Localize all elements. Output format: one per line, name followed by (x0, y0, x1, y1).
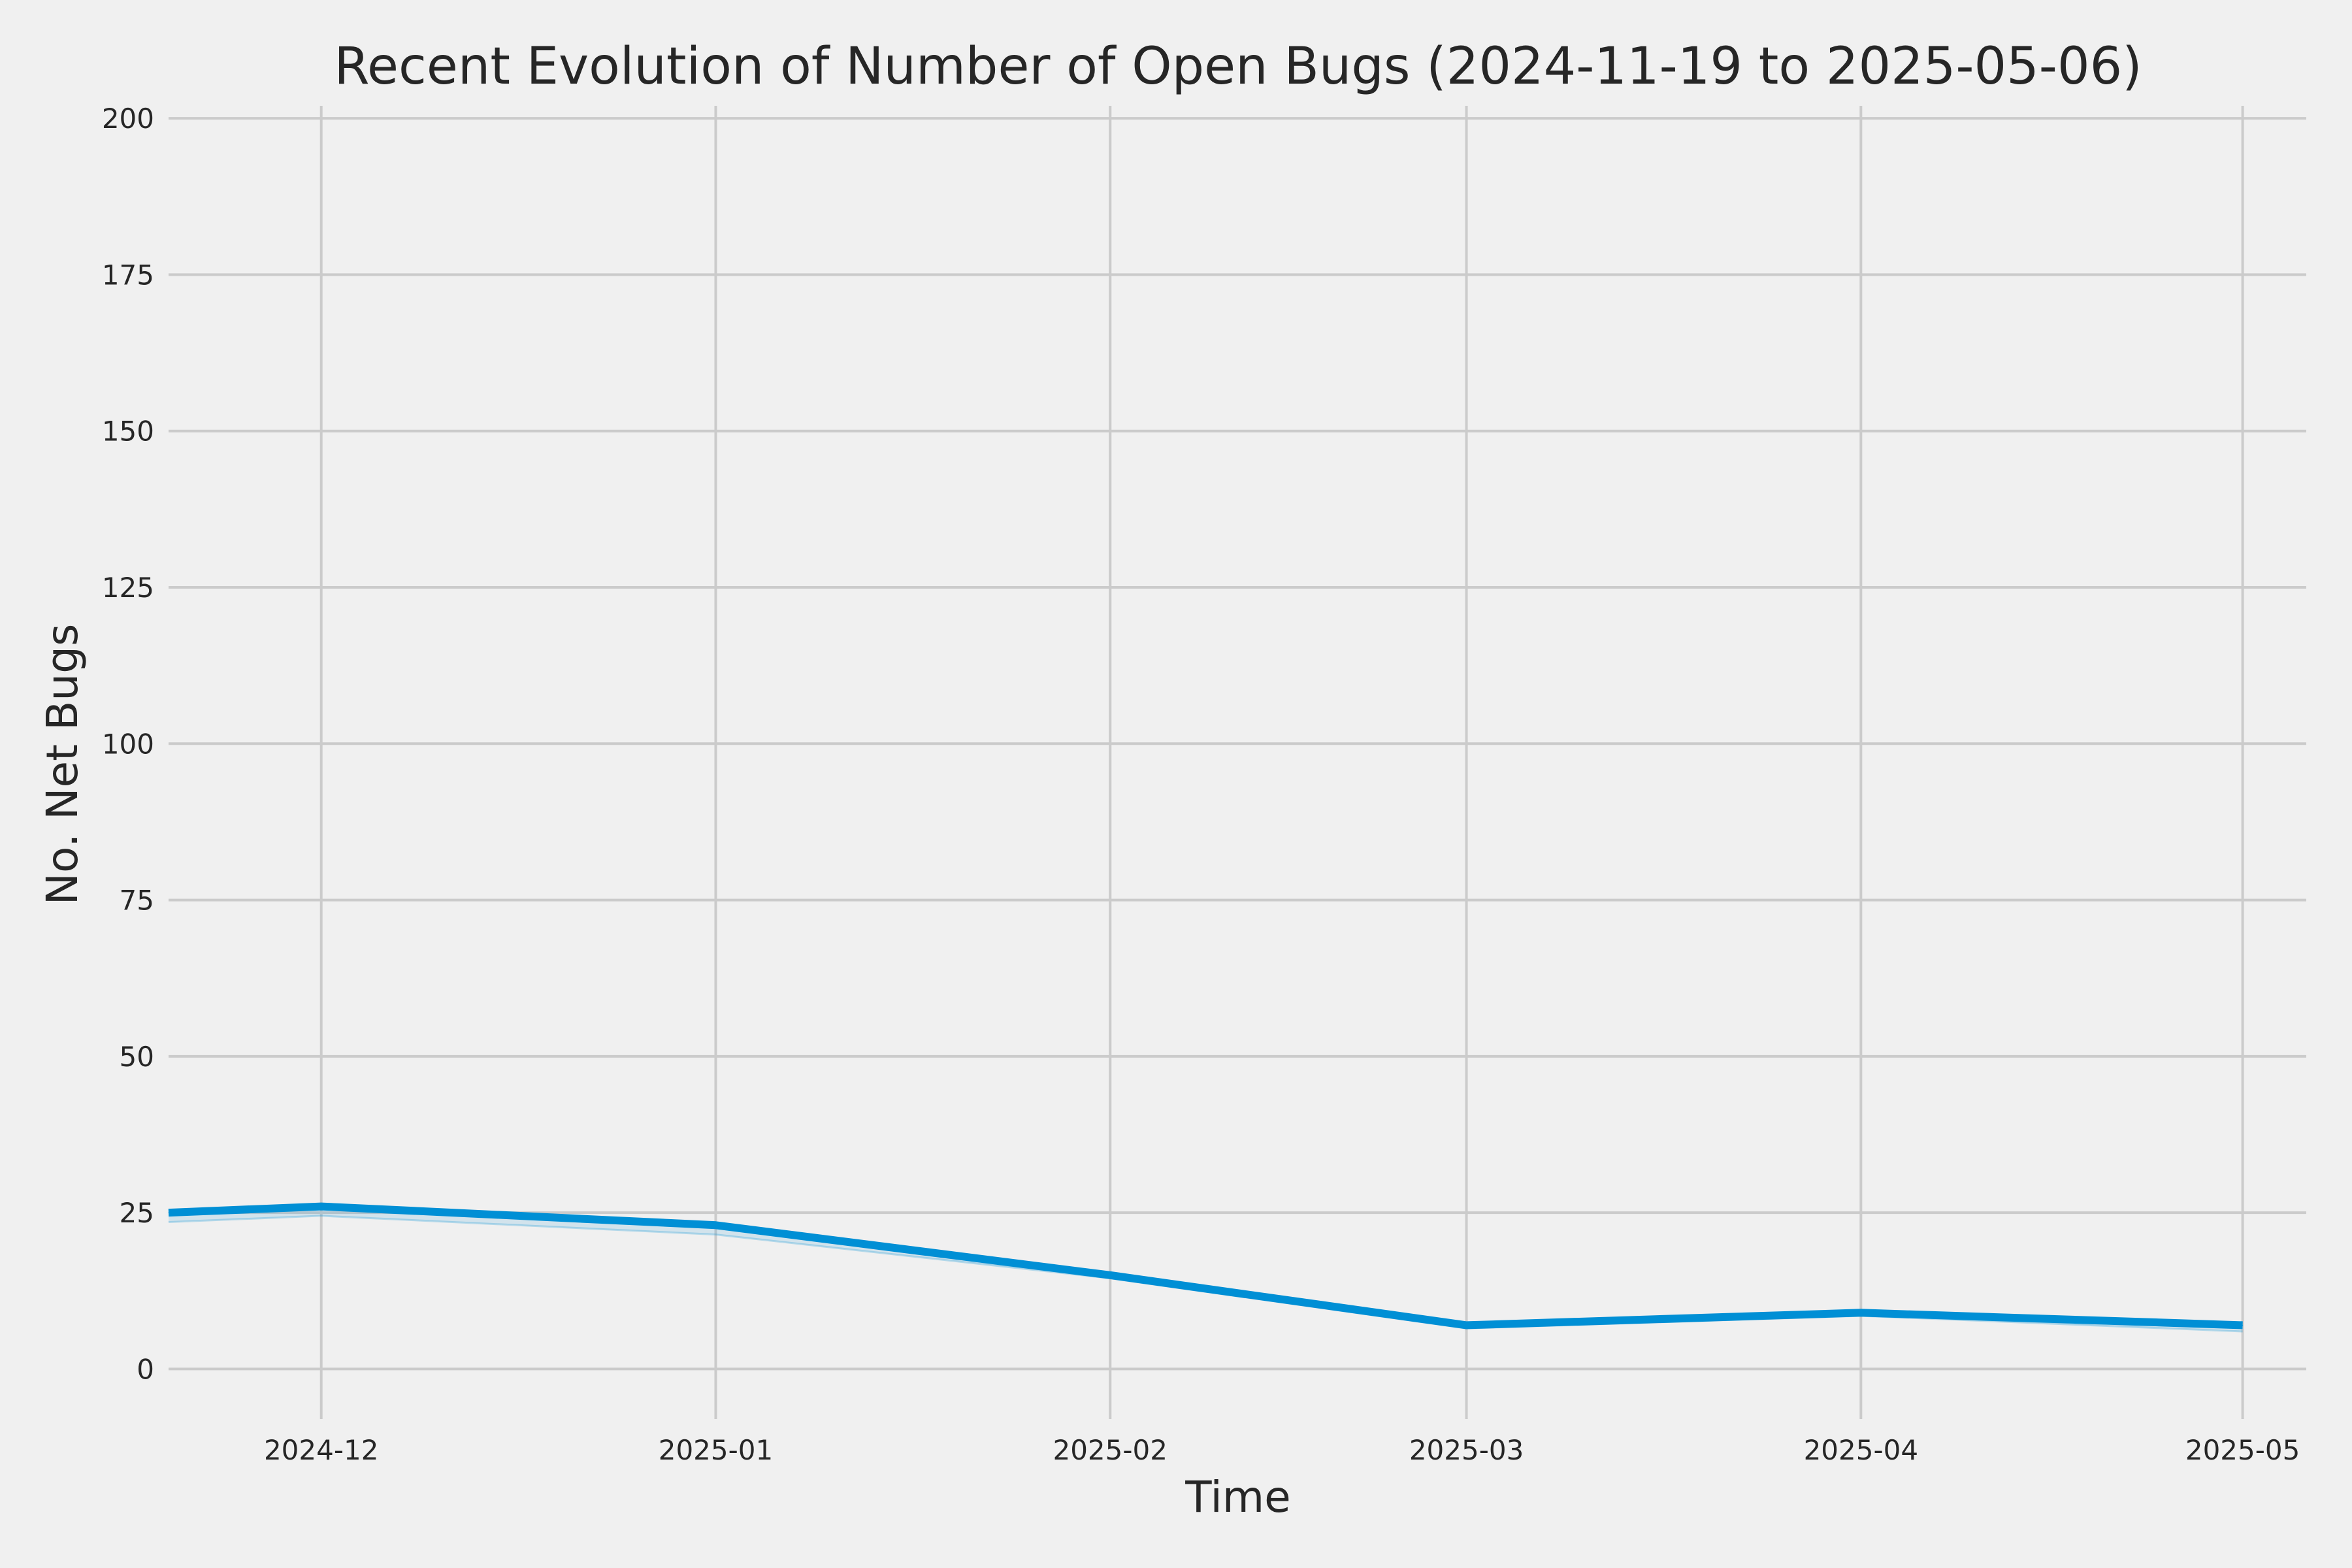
x-tick-label: 2025-04 (1804, 1434, 1919, 1466)
x-tick-labels: 2024-12 2025-01 2025-02 2025-03 2025-04 2025-… (264, 1434, 2300, 1466)
y-tick-label: 0 (137, 1353, 154, 1385)
y-tick-label: 175 (102, 259, 154, 291)
y-tick-label: 125 (102, 572, 154, 604)
y-tick-label: 200 (102, 103, 154, 135)
y-axis-label: No. Net Bugs (37, 624, 88, 906)
y-tick-labels: 0 25 50 75 100 125 150 175 200 (102, 103, 154, 1385)
x-tick-label: 2024-12 (264, 1434, 379, 1466)
y-tick-label: 100 (102, 728, 154, 760)
y-tick-label: 75 (120, 885, 154, 917)
series-point (2242, 1324, 2244, 1326)
series-layer (168, 1202, 2244, 1330)
x-tick-label: 2025-03 (1409, 1434, 1524, 1466)
x-axis-label: Time (1184, 1472, 1291, 1522)
y-tick-label: 25 (120, 1197, 154, 1229)
chart-title: Recent Evolution of Number of Open Bugs … (334, 37, 2142, 96)
x-tick-label: 2025-01 (659, 1434, 774, 1466)
x-tick-label: 2025-02 (1053, 1434, 1168, 1466)
series-point (715, 1224, 716, 1226)
series-point (1466, 1324, 1467, 1326)
y-tick-label: 50 (120, 1041, 154, 1073)
grid (169, 106, 2306, 1419)
x-tick-label: 2025-05 (2185, 1434, 2300, 1466)
y-tick-label: 150 (102, 416, 154, 448)
